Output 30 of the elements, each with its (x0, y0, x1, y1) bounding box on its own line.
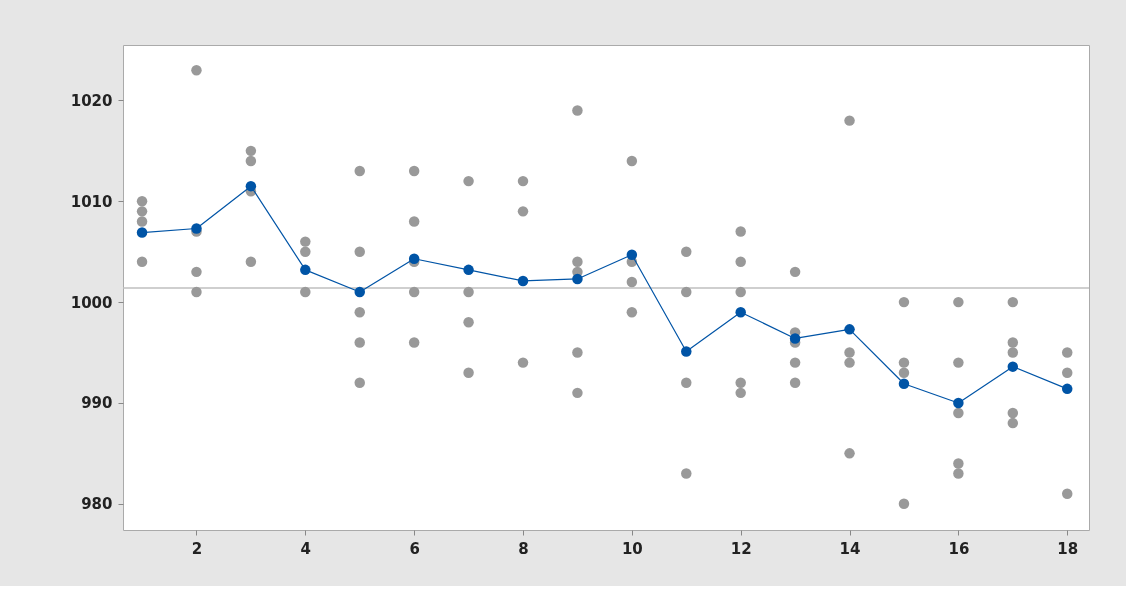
x-tick-label: 12 (730, 539, 752, 558)
point (953, 397, 964, 409)
y-tick-label: 1010 (70, 192, 113, 211)
x-tick-label: 2 (191, 539, 203, 558)
y-tick-label: 980 (81, 495, 113, 514)
point (136, 227, 148, 238)
point (572, 273, 583, 285)
y-tick-label: 990 (81, 394, 113, 413)
x-tick-label: 6 (409, 539, 420, 558)
point (1007, 361, 1019, 372)
x-tick-label: 10 (621, 539, 643, 558)
y-tick-label: 1000 (70, 293, 113, 312)
point (844, 324, 855, 335)
point (626, 249, 638, 260)
x-tick-label: 8 (518, 539, 529, 558)
point (517, 275, 529, 287)
point (898, 378, 910, 390)
point (300, 264, 311, 276)
point (245, 180, 257, 192)
x-tick-label: 18 (1057, 539, 1079, 558)
point (354, 286, 365, 298)
point (681, 346, 692, 357)
point (463, 264, 474, 276)
point (735, 306, 746, 318)
x-tick-label: 14 (839, 539, 861, 558)
x-tick-label: 16 (948, 539, 970, 558)
point (789, 333, 801, 344)
point (1061, 383, 1073, 395)
x-tick-label: 4 (300, 539, 312, 558)
y-tick-label: 1020 (70, 91, 113, 110)
